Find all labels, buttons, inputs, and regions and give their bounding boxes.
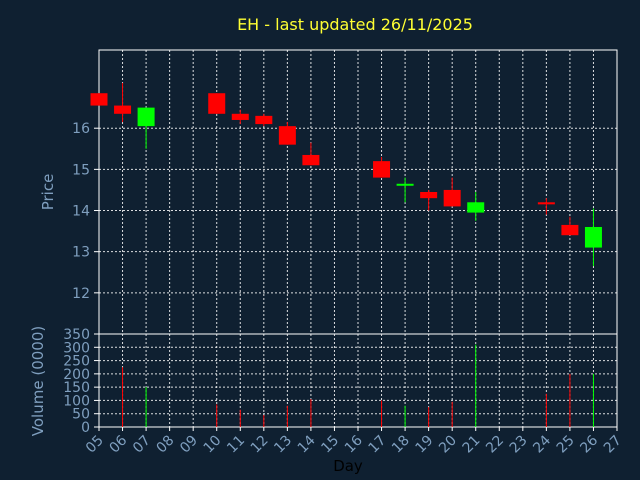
x-tick-label: 17 xyxy=(365,433,389,457)
volume-tick-label: 200 xyxy=(63,367,90,383)
candle-body xyxy=(396,183,414,186)
x-tick-label: 14 xyxy=(295,432,319,456)
x-tick-label: 05 xyxy=(83,433,107,457)
candles xyxy=(90,82,602,267)
price-tick-label: 12 xyxy=(72,286,90,302)
x-axis-label: Day xyxy=(333,457,363,475)
chart-title: EH - last updated 26/11/2025 xyxy=(237,15,473,34)
volume-tick-label: 100 xyxy=(63,393,90,409)
x-tick-label: 08 xyxy=(154,433,178,457)
candle-body xyxy=(231,113,249,120)
volume-tick-label: 250 xyxy=(63,354,90,370)
candle-body xyxy=(467,202,485,213)
volume-tick-label: 300 xyxy=(63,340,90,356)
x-tick-label: 21 xyxy=(460,433,484,457)
x-tick-label: 16 xyxy=(342,432,366,456)
candle-body xyxy=(255,115,273,125)
candle-body xyxy=(537,202,555,205)
candle-body xyxy=(208,93,226,114)
x-tick-label: 11 xyxy=(224,433,248,457)
x-tick-label: 19 xyxy=(413,433,437,457)
x-tick-label: 24 xyxy=(530,432,554,456)
x-tick-label: 10 xyxy=(201,433,225,457)
x-tick-label: 23 xyxy=(507,433,531,457)
price-tick-label: 13 xyxy=(72,245,90,261)
price-tick-label: 15 xyxy=(72,162,90,178)
y-axis-label: Price xyxy=(39,174,57,211)
candle-body xyxy=(443,189,461,207)
x-tick-label: 27 xyxy=(601,433,625,457)
x-tick-label: 15 xyxy=(318,433,342,457)
candle-body xyxy=(278,126,296,145)
x-tick-label: 20 xyxy=(436,433,460,457)
candle-body xyxy=(114,105,132,114)
price-tick-label: 14 xyxy=(72,204,90,220)
candle-body xyxy=(137,107,155,127)
x-tick-label: 18 xyxy=(389,433,413,457)
volume-tick-label: 150 xyxy=(63,380,90,396)
x-tick-label: 22 xyxy=(483,433,507,457)
x-tick-label: 25 xyxy=(554,433,578,457)
x-tick-label: 07 xyxy=(130,433,154,457)
x-tick-label: 09 xyxy=(177,433,201,457)
candle-body xyxy=(373,161,391,178)
candle-body xyxy=(302,154,320,166)
x-tick-label: 06 xyxy=(106,432,130,456)
price-axis-ticks: 12 13 14 15 16 xyxy=(72,121,99,302)
price-tick-label: 16 xyxy=(72,121,90,137)
candle-body xyxy=(420,192,438,199)
volume-axis-label: Volume (0000) xyxy=(29,326,47,436)
x-axis-ticks: 05 06 07 08 09 10 11 12 13 14 15 16 17 18 19 20 21 22 23 24… xyxy=(83,427,625,456)
volume-tick-label: 50 xyxy=(72,407,90,423)
candle-body xyxy=(90,93,108,106)
volume-tick-label: 350 xyxy=(63,327,90,343)
volume-tick-label: 0 xyxy=(81,420,90,436)
candle-body xyxy=(584,226,602,248)
candle-body xyxy=(561,224,579,236)
x-tick-label: 26 xyxy=(577,432,601,456)
x-tick-label: 12 xyxy=(248,433,272,457)
x-tick-label: 13 xyxy=(271,433,295,457)
volume-bars xyxy=(122,344,594,427)
